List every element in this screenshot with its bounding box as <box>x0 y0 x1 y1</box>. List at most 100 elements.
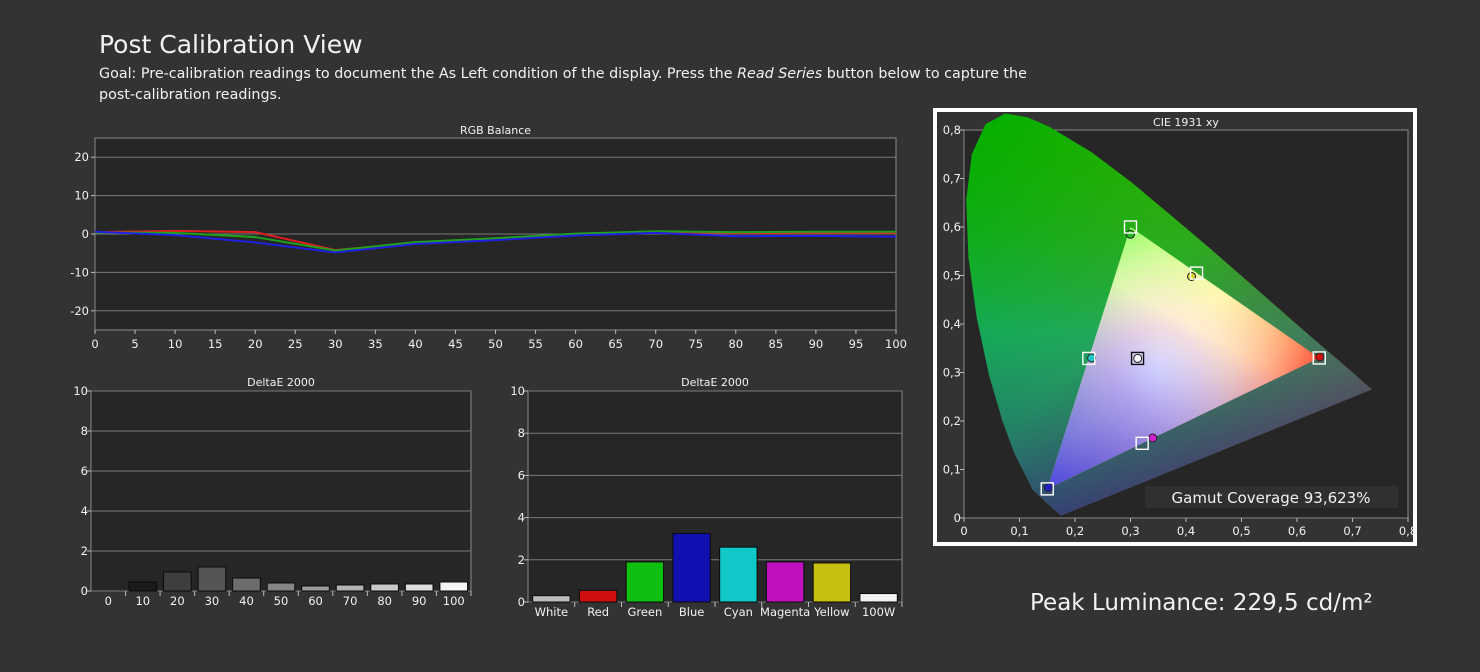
plot-area <box>90 390 472 592</box>
x-tick-label: 0,3 <box>1121 524 1139 538</box>
chart-title: CIE 1931 xy <box>1153 116 1219 129</box>
x-tick-label: 30 <box>328 337 343 351</box>
bar-70 <box>335 584 365 592</box>
x-tick-label: 40 <box>408 337 423 351</box>
color-deltae-chart: DeltaE 2000 10 8 6 4 2 0 White Red Green Blue Cyan M… <box>510 376 903 619</box>
x-tick-label: 15 <box>208 337 223 351</box>
chart-title: RGB Balance <box>460 124 531 137</box>
x-tick-label: 20 <box>170 594 185 608</box>
bar-yellow <box>812 562 852 603</box>
bar-blue <box>672 532 711 603</box>
x-tick-label: 70 <box>648 337 663 351</box>
y-tick-label: 20 <box>74 150 89 164</box>
y-tick-label: 0,4 <box>943 317 961 331</box>
x-tick-label: 60 <box>568 337 583 351</box>
chart-title: DeltaE 2000 <box>247 376 315 389</box>
x-tick-label: 0,1 <box>1010 524 1028 538</box>
gamut-coverage-box <box>1145 486 1398 508</box>
goal-text: Goal: Pre-calibration readings to docume… <box>99 64 1039 106</box>
x-tick-label: 30 <box>205 594 220 608</box>
x-tick-label: 0 <box>105 594 112 608</box>
read-series-emphasis: Read Series <box>737 66 823 82</box>
x-tick-label: Yellow <box>813 605 849 619</box>
y-tick-label: 2 <box>518 553 525 567</box>
x-tick-label: Red <box>587 605 609 619</box>
x-tick-label: 50 <box>488 337 503 351</box>
bar-50 <box>266 582 296 592</box>
y-tick-label: 2 <box>81 544 88 558</box>
x-tick-label: 0,5 <box>1232 524 1250 538</box>
y-tick-label: 4 <box>518 511 525 525</box>
y-tick-label: 0 <box>81 584 88 598</box>
chart-title: DeltaE 2000 <box>681 376 749 389</box>
x-tick-label: 60 <box>308 594 323 608</box>
x-tick-label: 85 <box>769 337 784 351</box>
measured-point <box>1126 229 1135 239</box>
target-square <box>1135 436 1149 451</box>
x-tick-label: White <box>535 605 568 619</box>
bar-30 <box>197 566 227 592</box>
x-tick-label: 95 <box>849 337 864 351</box>
x-tick-label: 0,6 <box>1288 524 1306 538</box>
bar-magenta <box>765 561 805 603</box>
y-tick-label: 0 <box>82 227 89 241</box>
x-tick-label: 5 <box>131 337 138 351</box>
series-line-2 <box>94 230 897 254</box>
y-tick-label: 0,5 <box>943 269 961 283</box>
x-tick-label: 90 <box>412 594 427 608</box>
goal-text-start: Goal: Pre-calibration readings to docume… <box>99 66 738 82</box>
bar-100w <box>859 593 898 603</box>
goal-text-end: button below to capture the post-calibra… <box>99 66 1027 103</box>
x-tick-label: 0,7 <box>1343 524 1361 538</box>
page-title: Post Calibration View <box>99 30 363 59</box>
x-tick-label: 10 <box>135 594 150 608</box>
y-tick-label: 4 <box>81 504 88 518</box>
target-square <box>1130 351 1145 366</box>
y-tick-label: 6 <box>81 464 88 478</box>
y-tick-label: 6 <box>518 468 525 482</box>
target-square <box>1312 351 1326 365</box>
x-tick-label: 45 <box>448 337 463 351</box>
x-tick-label: 0 <box>960 524 967 538</box>
bar-red <box>578 589 618 603</box>
bar-cyan <box>719 546 758 603</box>
x-tick-label: 80 <box>377 594 392 608</box>
bar-10 <box>128 581 158 592</box>
y-tick-label: 0,7 <box>943 172 961 186</box>
y-tick-label: 10 <box>73 384 88 398</box>
measured-point <box>1315 352 1325 362</box>
y-tick-label: 0,8 <box>943 123 961 137</box>
x-tick-label: 35 <box>368 337 383 351</box>
x-tick-label: 80 <box>728 337 743 351</box>
x-tick-label: Cyan <box>724 605 753 619</box>
y-tick-label: 0 <box>954 511 961 525</box>
series-line-1 <box>94 230 896 252</box>
y-tick-label: 10 <box>510 384 525 398</box>
x-tick-label: 0,2 <box>1066 524 1084 538</box>
measured-point <box>1148 433 1158 443</box>
measured-point <box>1133 353 1143 363</box>
y-tick-label: 8 <box>518 426 525 440</box>
bar-60 <box>301 585 330 592</box>
gamut-blue-shade <box>1047 227 1320 489</box>
bar-80 <box>370 583 399 592</box>
y-tick-label: 0 <box>518 595 525 609</box>
cie-1931-chart: CIE 1931 xy 0,8 0,7 0,6 0,5 0,4 0,3 0,2 0,1 00 0,1… <box>933 108 1417 546</box>
x-tick-label: 0,8 <box>1399 524 1417 538</box>
measured-point <box>1087 353 1097 363</box>
x-tick-label: 25 <box>288 337 303 351</box>
gamut-coverage-label: Gamut Coverage 93,623% <box>1172 489 1371 507</box>
y-tick-label: 10 <box>74 189 89 203</box>
bar-20 <box>163 571 192 592</box>
x-tick-label: 20 <box>248 337 263 351</box>
measured-point <box>1043 482 1053 492</box>
x-tick-label: 0 <box>91 337 98 351</box>
x-tick-label: 100W <box>862 605 895 619</box>
y-tick-label: 0,3 <box>943 366 961 380</box>
bar-90 <box>404 583 434 592</box>
x-tick-label: 75 <box>688 337 703 351</box>
x-tick-label: 10 <box>168 337 183 351</box>
y-tick-label: 0,2 <box>943 414 961 428</box>
